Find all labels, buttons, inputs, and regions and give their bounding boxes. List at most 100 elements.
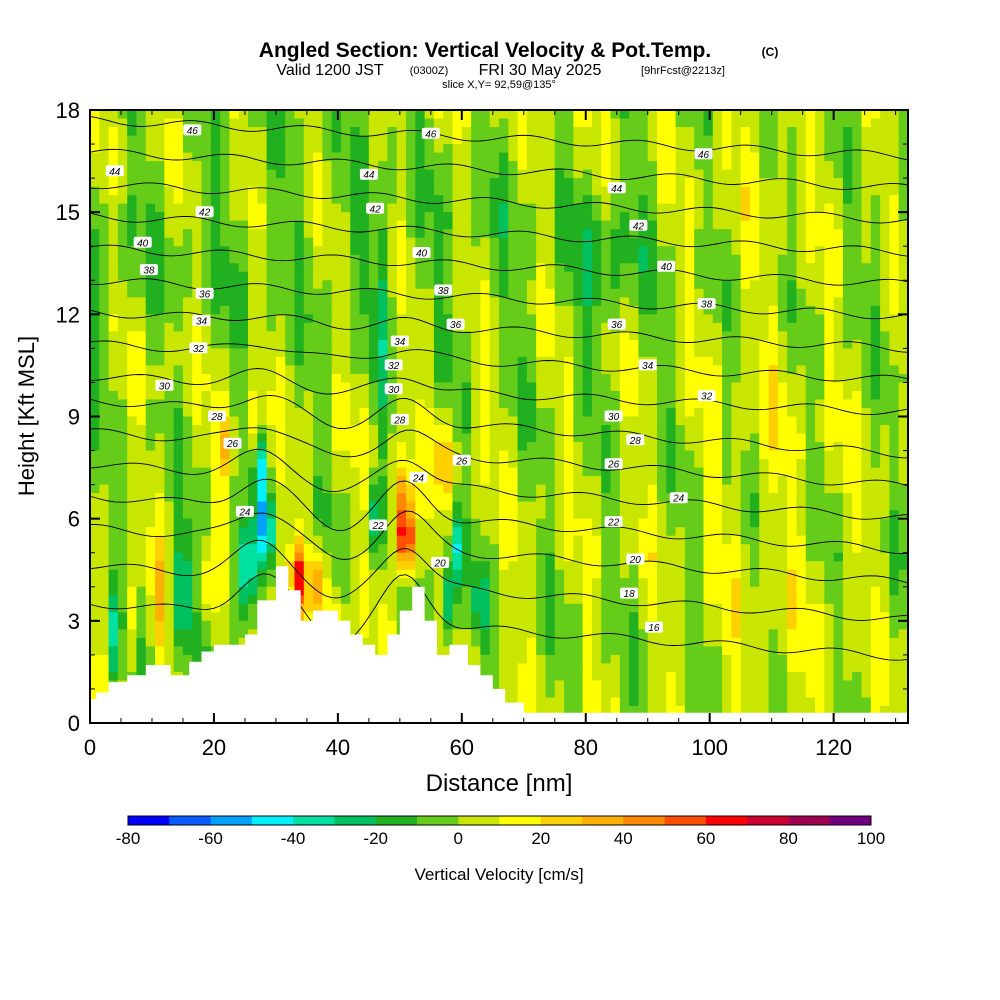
velocity-cell (433, 459, 444, 469)
velocity-cell (303, 356, 314, 367)
velocity-cell (424, 578, 435, 588)
velocity-cell (248, 476, 258, 486)
velocity-cell (210, 518, 221, 528)
velocity-cell (303, 110, 314, 120)
velocity-cell (471, 382, 482, 392)
velocity-cell (489, 365, 500, 375)
velocity-cell (340, 552, 351, 562)
velocity-cell (731, 135, 742, 145)
velocity-cell (108, 195, 119, 205)
velocity-cell (275, 280, 286, 290)
velocity-cell (684, 586, 695, 596)
velocity-cell (108, 484, 119, 494)
velocity-cell (340, 390, 351, 401)
velocity-cell (619, 263, 630, 273)
velocity-cell (675, 161, 686, 171)
velocity-cell (275, 484, 286, 494)
velocity-cell (694, 263, 705, 273)
velocity-cell (666, 586, 677, 596)
velocity-cell (99, 220, 110, 230)
velocity-cell (136, 305, 147, 315)
velocity-cell (508, 535, 519, 545)
velocity-cell (554, 688, 565, 699)
velocity-cell (610, 442, 621, 452)
velocity-cell (201, 552, 212, 562)
velocity-cell (508, 169, 519, 179)
velocity-cell (610, 646, 621, 656)
velocity-cell (666, 646, 677, 656)
velocity-cell (591, 152, 602, 162)
velocity-cell (145, 373, 156, 384)
velocity-cell (136, 586, 147, 596)
velocity-cell (471, 135, 482, 145)
velocity-cell (164, 390, 175, 401)
velocity-cell (443, 195, 454, 205)
velocity-cell (694, 510, 705, 520)
velocity-cell (155, 433, 165, 443)
velocity-cell (619, 425, 630, 435)
velocity-cell (210, 569, 221, 579)
velocity-cell (117, 510, 128, 520)
velocity-cell (703, 697, 714, 707)
velocity-cell (90, 339, 100, 349)
velocity-cell (378, 425, 389, 435)
velocity-cell (201, 263, 212, 273)
velocity-cell (378, 314, 389, 324)
velocity-cell (508, 629, 519, 639)
velocity-cell (610, 544, 621, 554)
velocity-cell (545, 646, 556, 656)
velocity-cell (155, 390, 165, 401)
velocity-cell (545, 356, 556, 367)
velocity-cell (526, 348, 537, 358)
velocity-cell (182, 586, 193, 596)
velocity-cell (173, 186, 184, 196)
velocity-cell (601, 399, 612, 409)
velocity-cell (182, 518, 193, 528)
velocity-cell (387, 578, 398, 588)
velocity-cell (266, 271, 277, 281)
velocity-cell (266, 450, 277, 460)
velocity-cell (489, 595, 500, 605)
velocity-cell (694, 680, 705, 690)
velocity-cell (164, 263, 175, 273)
velocity-cell (248, 110, 258, 120)
velocity-cell (99, 297, 110, 307)
velocity-cell (90, 561, 100, 571)
velocity-cell (461, 620, 472, 630)
velocity-cell (275, 552, 286, 562)
velocity-cell (573, 288, 584, 298)
velocity-cell (303, 373, 314, 384)
velocity-cell (471, 186, 482, 196)
velocity-cell (164, 169, 175, 179)
velocity-cell (461, 390, 472, 401)
velocity-cell (666, 552, 677, 562)
velocity-cell (90, 186, 100, 196)
velocity-cell (350, 603, 361, 613)
velocity-cell (508, 271, 519, 281)
velocity-cell (526, 390, 537, 401)
velocity-cell (564, 680, 574, 690)
velocity-cell (415, 203, 426, 213)
velocity-cell (313, 331, 323, 341)
velocity-cell (554, 322, 565, 332)
velocity-cell (461, 322, 472, 332)
velocity-cell (313, 305, 323, 315)
velocity-cell (350, 229, 361, 239)
velocity-cell (396, 595, 407, 605)
velocity-cell (155, 416, 165, 426)
velocity-cell (443, 135, 454, 145)
velocity-cell (257, 229, 268, 239)
velocity-cell (155, 144, 165, 154)
velocity-cell (248, 442, 258, 452)
velocity-cell (378, 127, 389, 137)
velocity-cell (108, 544, 119, 554)
velocity-cell (619, 578, 630, 588)
velocity-cell (601, 348, 612, 358)
velocity-cell (573, 169, 584, 179)
velocity-cell (99, 407, 110, 418)
velocity-cell (601, 654, 612, 664)
velocity-cell (508, 476, 519, 486)
velocity-cell (471, 527, 482, 537)
velocity-cell (99, 348, 110, 358)
velocity-cell (443, 569, 454, 579)
